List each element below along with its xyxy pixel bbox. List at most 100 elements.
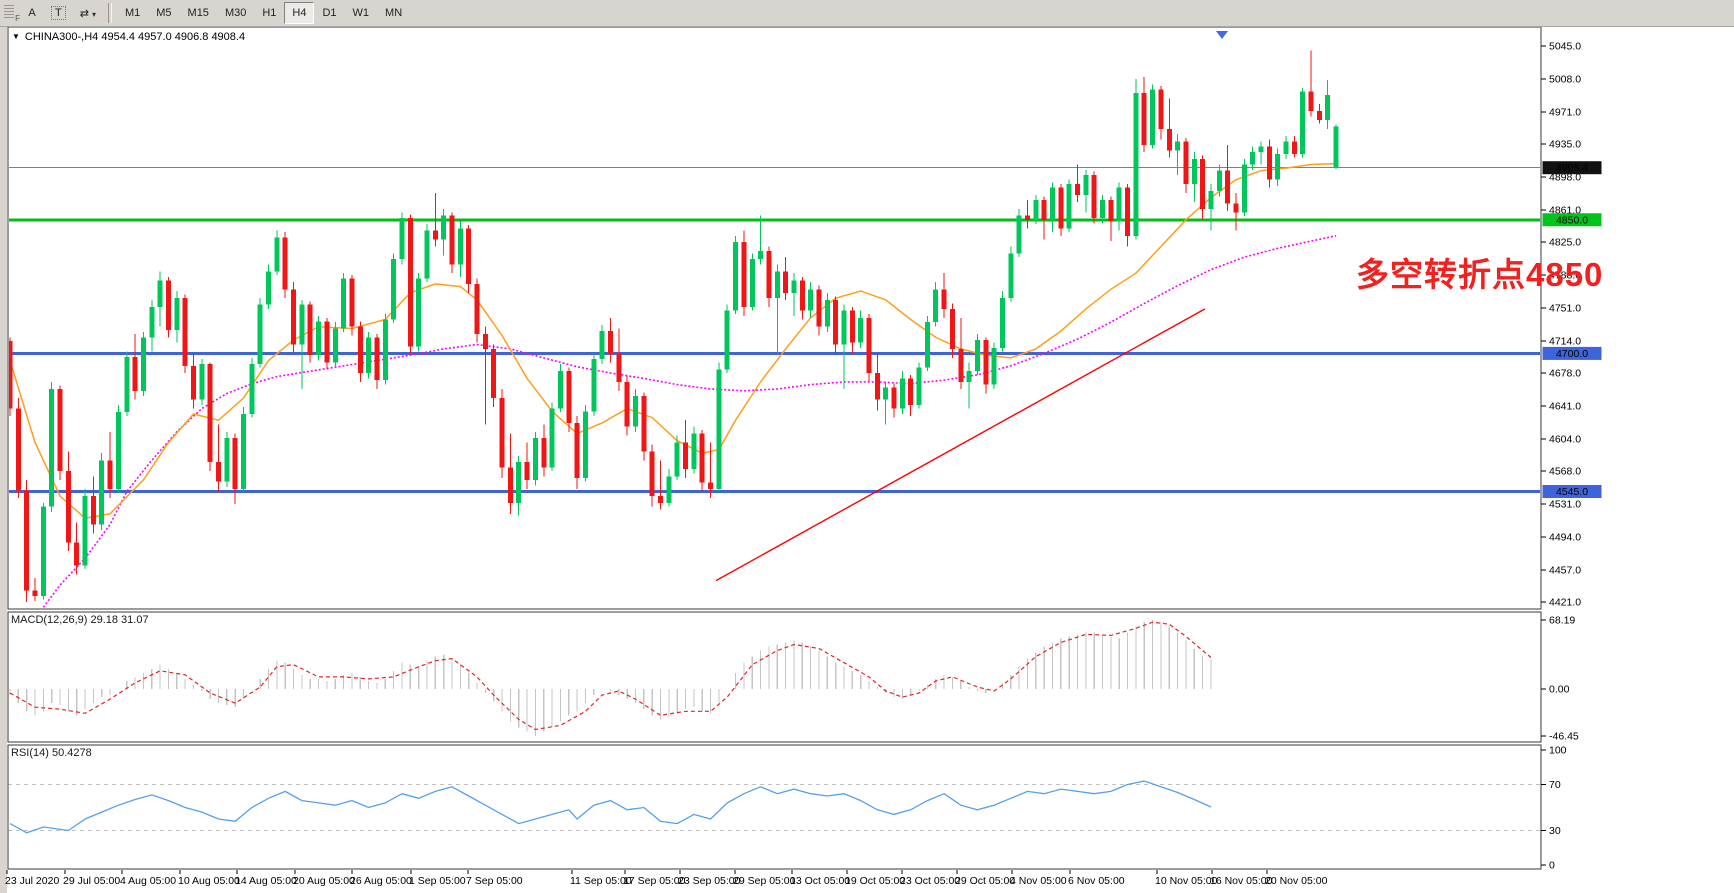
date-axis-label: 10 Aug 05:00 [178,875,240,887]
timeframe-button-mn[interactable]: MN [377,2,410,24]
ma-fast-line[interactable] [9,162,1337,520]
candle-body [399,217,405,259]
candle-body [232,438,238,489]
price-axis-label: 4788.0 [1549,269,1581,281]
macd-axis-label: 68.19 [1549,614,1575,626]
price-axis-label: 4825.0 [1549,237,1581,249]
candle-body [683,442,689,470]
rsi-panel-border [7,744,1542,870]
date-axis-label: 29 Jul 05:00 [63,875,120,887]
candle-body [449,215,455,265]
candle-body [883,387,889,400]
timeframe-button-w1[interactable]: W1 [345,2,378,24]
rsi-axis-label: 70 [1549,779,1561,791]
timeframe-button-h4[interactable]: H4 [284,2,315,24]
candle-body [1116,187,1122,222]
rsi-label: RSI(14) 50.4278 [11,747,92,759]
chart-area[interactable]: 5045.05008.04971.04935.04898.04861.04825… [0,27,1734,893]
candle-body [316,321,322,356]
collapse-icon[interactable]: ▼ [12,32,20,41]
candle-body [282,237,288,290]
candle-body [666,476,672,504]
candle-body [40,506,46,596]
candle-body [1150,89,1156,145]
grip-label: F [15,14,20,23]
chart-window: 5045.0 5008.0 4971.0 4935.0 4898.0 4861.0 4825… [0,27,1734,893]
timeframe-button-d1[interactable]: D1 [314,2,344,24]
candle-body [366,337,372,374]
timeframe-button-m5[interactable]: M5 [148,2,179,24]
candle-body [974,340,980,372]
chart-object-marker-icon[interactable] [1216,31,1228,39]
cursor-tool-button[interactable]: ⇄ ▾ [73,2,103,24]
price-axis-label: 4678.0 [1549,368,1581,380]
timeframe-button-h1[interactable]: H1 [254,2,284,24]
candle-body [1300,91,1306,154]
candle-body [541,438,547,468]
candle-body [1008,253,1014,299]
candle-body [266,271,272,305]
candle-body [74,542,80,566]
candle-body [357,326,363,374]
candle-body [549,408,555,468]
text-label-tool-button[interactable]: A [20,2,44,24]
candle-body [824,299,830,327]
candle-body [966,371,972,382]
candle-body [833,299,839,345]
candle-body [90,495,96,525]
macd-axis-label: 0.00 [1549,684,1570,696]
candle-body [741,242,747,308]
candle-body [474,283,480,334]
text-box-tool-button[interactable]: T [44,2,73,24]
candle-body [407,217,413,347]
date-axis-label: 20 Nov 05:00 [1265,875,1328,887]
candle-body [607,331,613,354]
price-axis-label: 4531.0 [1549,498,1581,510]
candle-body [132,356,138,391]
date-axis-label: 4 Nov 05:00 [1010,875,1067,887]
candle-body [199,364,205,400]
text-box-icon: T [51,6,66,20]
trendline[interactable] [715,308,1206,582]
toolbar-grip-icon[interactable]: F [2,3,20,23]
candle-body [699,433,705,483]
candle-body [299,304,305,345]
ma-slow-line[interactable] [42,235,1337,608]
candle-body [324,321,330,363]
symbol-ohlc-text: CHINA300-,H4 4954.4 4957.0 4906.8 4908.4 [24,31,246,43]
timeframe-button-m1[interactable]: M1 [117,2,148,24]
candle-body [32,590,38,596]
timeframe-button-m30[interactable]: M30 [217,2,254,24]
symbol-info: ▼ CHINA300-,H4 4954.4 4957.0 4906.8 4908.… [12,31,245,43]
window-left-edge [0,27,7,893]
candle-body [991,348,997,385]
candle-body [249,364,255,414]
date-axis-label: 23 Jul 2020 [5,875,59,887]
candle-body [274,237,280,272]
price-badge-label: 4545.0 [1556,486,1588,498]
candle-body [349,278,355,327]
candle-body [624,381,630,427]
price-badge [1542,213,1602,227]
timeframe-button-m15[interactable]: M15 [180,2,217,24]
candle-body [599,331,605,359]
date-axis-label: 23 Sep 05:00 [678,875,741,887]
candle-body [983,340,989,385]
candle-body [1141,93,1147,145]
candle-body [9,340,13,409]
candle-body [99,460,105,525]
toolbar-separator [107,3,112,23]
candle-body [457,228,463,265]
date-axis-label: 6 Nov 05:00 [1068,875,1125,887]
candle-body [1316,111,1322,120]
date-axis-label: 14 Aug 05:00 [235,875,297,887]
date-axis-label: 13 Oct 05:00 [790,875,850,887]
candle-body [1283,141,1289,154]
candle-body [15,408,21,491]
candle-body [57,389,63,472]
date-axis-label: 11 Sep 05:00 [570,875,632,887]
candle-body [1058,187,1064,229]
candle-body [216,462,221,482]
candle-body [1050,187,1055,220]
main-plot-group [9,50,1540,608]
